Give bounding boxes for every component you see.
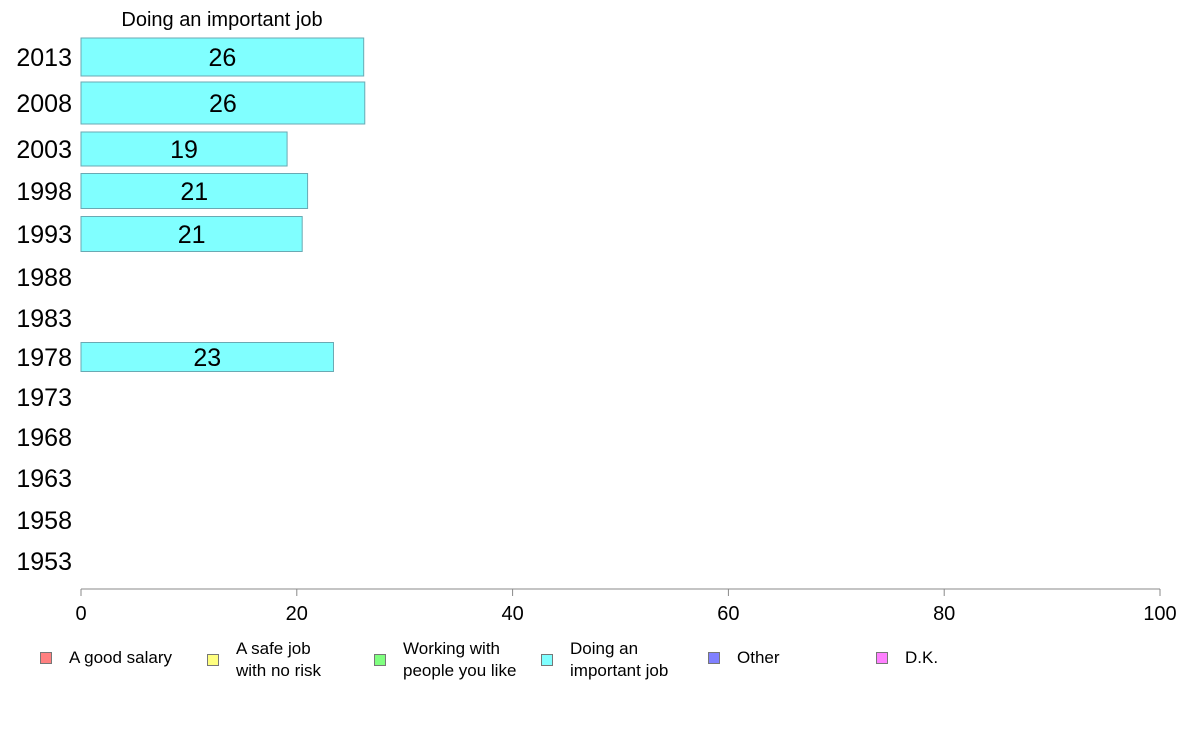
y-tick-label-1988: 1988 [16, 264, 72, 292]
y-tick-label-1998: 1998 [16, 178, 72, 206]
bar-value-label-1998: 21 [180, 178, 208, 206]
legend-swatch [207, 654, 219, 666]
legend-swatch [708, 652, 720, 664]
legend-item-2: Working with people you like [374, 638, 516, 682]
y-tick-label-2003: 2003 [16, 136, 72, 164]
y-axis-labels: 2013 2008 2003 1998 1993 1988 1983 1978 1973 1968… [16, 44, 72, 576]
y-tick-label-1953: 1953 [16, 548, 72, 576]
legend-label: A safe job with no risk [236, 639, 322, 680]
x-tick-label-20: 20 [286, 603, 308, 625]
legend-label: Other [737, 648, 780, 667]
bar-value-label-1993: 21 [178, 221, 206, 249]
y-tick-label-1968: 1968 [16, 424, 72, 452]
x-tick-label-0: 0 [75, 603, 86, 625]
y-tick-label-2013: 2013 [16, 44, 72, 72]
bar-1998 [80, 173, 309, 209]
x-tick-label-80: 80 [933, 603, 955, 625]
legend-item-5: D.K. [876, 647, 938, 669]
y-tick-label-1958: 1958 [16, 507, 72, 535]
legend-item-0: A good salary [40, 647, 172, 669]
legend-item-3: Doing an important job [541, 638, 668, 682]
bar-value-label-2013: 26 [208, 44, 236, 72]
bar-2013 [80, 37, 365, 77]
x-tick-label-100: 100 [1143, 603, 1176, 625]
y-tick-label-1993: 1993 [16, 221, 72, 249]
x-axis: 0 20 40 60 80 100 [75, 588, 1177, 625]
legend-label: D.K. [905, 648, 939, 667]
chart-title: Doing an important job [121, 9, 322, 31]
bar-value-label-2008: 26 [209, 90, 237, 118]
bar-2008 [80, 81, 366, 125]
y-tick-label-1983: 1983 [16, 305, 72, 333]
legend-label: Doing an important job [570, 639, 669, 680]
bar-1978 [80, 342, 334, 372]
legend-swatch [40, 652, 52, 664]
x-tick-label-60: 60 [717, 603, 739, 625]
x-tick-label-40: 40 [501, 603, 523, 625]
y-tick-label-1963: 1963 [16, 465, 72, 493]
bars-group: 26 26 19 21 21 23 [80, 37, 366, 372]
legend: A good salary A safe job with no risk Work… [0, 638, 1188, 688]
legend-item-4: Other [708, 647, 780, 669]
y-tick-label-2008: 2008 [16, 90, 72, 118]
bar-value-label-2003: 19 [170, 136, 198, 164]
y-tick-label-1978: 1978 [16, 344, 72, 372]
legend-item-1: A safe job with no risk [207, 638, 321, 682]
legend-swatch [541, 654, 553, 666]
y-tick-label-1973: 1973 [16, 384, 72, 412]
legend-label: Working with people you like [403, 639, 517, 680]
legend-label: A good salary [69, 648, 173, 667]
bar-1993 [80, 216, 303, 252]
bar-value-label-1978: 23 [193, 344, 221, 372]
legend-swatch [374, 654, 386, 666]
legend-swatch [876, 652, 888, 664]
bar-2003 [80, 131, 288, 167]
